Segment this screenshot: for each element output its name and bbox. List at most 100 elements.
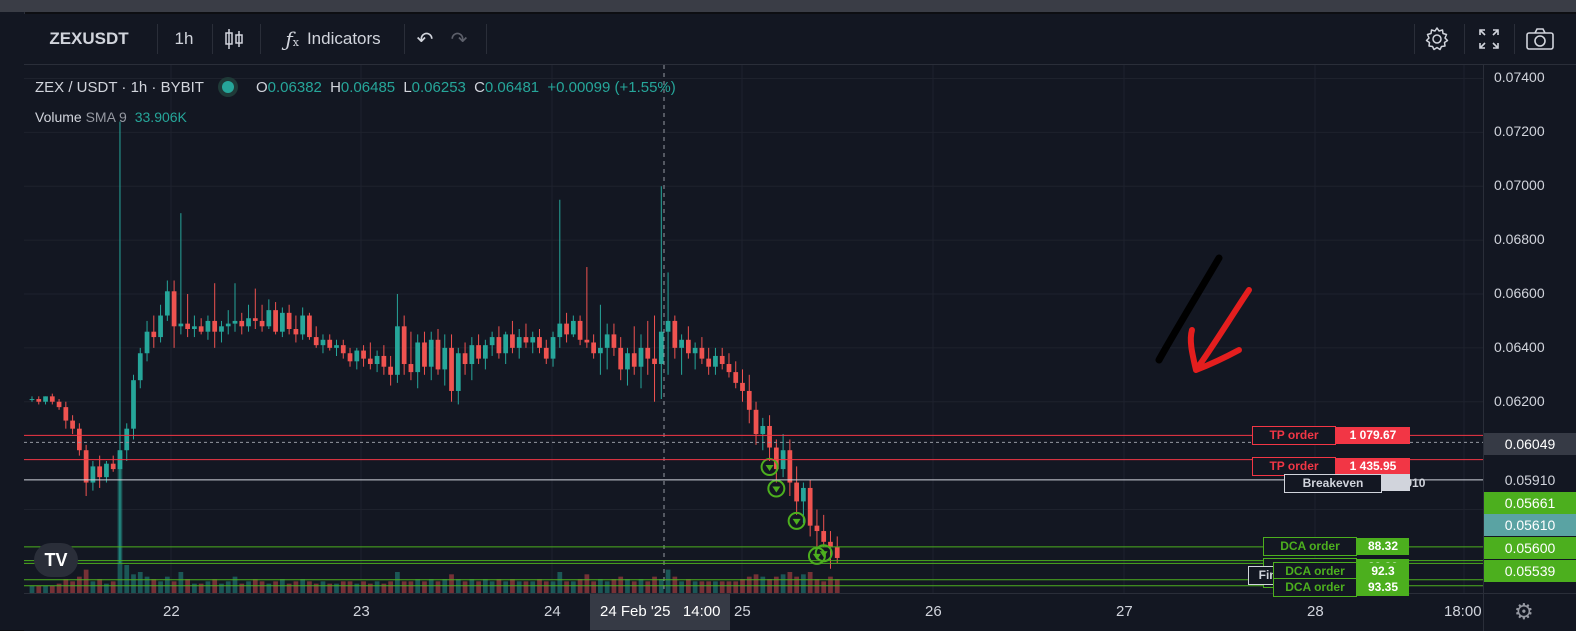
candle-body — [286, 312, 292, 329]
candle-body — [415, 342, 421, 373]
candle-body — [219, 326, 224, 332]
volume-bar — [713, 581, 718, 593]
candle-body — [90, 466, 96, 483]
volume-bar — [29, 586, 35, 593]
volume-bar — [591, 581, 597, 593]
candle-body — [598, 347, 603, 354]
divider — [1414, 24, 1415, 54]
low-value: 0.06253 — [411, 79, 466, 96]
settings-gear-icon[interactable]: ⚙ — [1514, 599, 1534, 624]
volume-bar — [327, 583, 333, 593]
crosshair-time-badge: 24 Feb '25 14:00 — [590, 594, 731, 630]
order-label[interactable]: TP order 1 435.95 — [1252, 456, 1410, 476]
candle-body — [266, 310, 272, 327]
fullscreen-icon[interactable] — [1470, 14, 1508, 64]
volume-bar — [631, 581, 637, 593]
order-value-text: 93.35 — [1357, 579, 1409, 596]
volume-bar — [435, 581, 441, 593]
volume-bar — [746, 576, 752, 593]
volume-bar — [801, 574, 806, 593]
candle-body — [43, 396, 48, 402]
candle-body — [171, 291, 177, 327]
candle-body — [706, 358, 712, 367]
candle-body — [760, 425, 766, 435]
candle-body — [374, 355, 380, 365]
volume-bar — [618, 576, 624, 593]
candle-body — [530, 337, 536, 343]
redo-icon[interactable]: ↷ — [450, 28, 468, 51]
candle-body — [320, 339, 326, 346]
time-axis[interactable]: 22 23 24 25 26 27 28 18:00 24 Feb '25 14:00 — [24, 593, 1483, 631]
volume-bar — [530, 581, 536, 593]
price-tick-label: 0.06800 — [1494, 231, 1545, 248]
candle-body — [300, 315, 306, 335]
undo-icon[interactable]: ↶ — [416, 28, 434, 51]
candle-body — [361, 350, 366, 359]
chart-canvas[interactable] — [24, 65, 1483, 593]
candle-body — [821, 531, 827, 542]
candle-body — [591, 342, 597, 354]
price-chart-pane[interactable]: ZEX / USDT · 1h · BYBIT O0.06382 H0.0648… — [24, 65, 1483, 593]
tradingview-logo[interactable]: TV — [34, 543, 78, 577]
camera-icon[interactable] — [1520, 14, 1560, 64]
axis-settings[interactable]: ⚙ — [1483, 593, 1576, 631]
volume-bar — [753, 574, 759, 593]
open-label: O — [256, 79, 268, 96]
candle-body — [665, 320, 671, 332]
candle-body — [462, 353, 468, 365]
candle-body — [29, 399, 35, 401]
order-label[interactable]: DCA order 92.3 — [1273, 562, 1409, 581]
volume-bar — [144, 576, 150, 593]
high-label: H — [330, 79, 341, 96]
volume-bar — [794, 576, 800, 593]
candle-body — [652, 358, 657, 365]
interval-button[interactable]: 1h — [160, 14, 208, 64]
indicators-button[interactable]: ƒx Indicators — [268, 14, 398, 64]
volume-bar — [395, 572, 400, 593]
price-tick-label: 0.07000 — [1494, 177, 1545, 194]
symbol-search-button[interactable]: ZEXUSDT — [24, 14, 154, 64]
candle-body — [192, 326, 197, 329]
volume-bar — [246, 581, 251, 593]
volume-bar — [564, 581, 569, 593]
candles-icon[interactable] — [216, 14, 252, 64]
time-tick-label: 26 — [925, 603, 942, 620]
red-arrow-annotation-icon — [1187, 287, 1252, 373]
volume-bar — [381, 583, 387, 593]
candle-body — [354, 350, 360, 362]
volume-bar — [171, 581, 177, 593]
order-label[interactable]: Breakeven0.05910 — [1284, 473, 1425, 493]
candle-body — [679, 339, 684, 348]
volume-bar — [489, 581, 495, 593]
volume-bar — [110, 581, 116, 593]
volume-bar — [523, 581, 529, 593]
volume-label: Volume — [35, 109, 82, 125]
buy-marker-arrow-icon — [792, 518, 801, 525]
volume-bar — [273, 581, 278, 593]
buy-marker-icon — [814, 544, 833, 563]
volume-bar — [570, 581, 576, 593]
volume-bar — [550, 581, 556, 593]
volume-bar — [828, 576, 833, 593]
order-label[interactable]: DCA order 88.32 — [1263, 536, 1409, 556]
order-label[interactable]: DCA order 93.35 — [1273, 578, 1409, 597]
candle-body — [503, 334, 509, 354]
volume-bar — [449, 574, 454, 593]
volume-bar — [388, 581, 394, 593]
order-label-text: DCA order — [1273, 578, 1357, 597]
volume-bar — [198, 583, 204, 593]
volume-bar — [205, 581, 211, 593]
gear-icon[interactable] — [1418, 14, 1456, 64]
candle-body — [834, 547, 840, 558]
candle-body — [340, 345, 346, 354]
candle-body — [814, 525, 820, 532]
order-label-text: Breakeven — [1284, 473, 1382, 493]
order-label[interactable]: TP order 1 079.67 — [1252, 426, 1410, 446]
volume-bar — [679, 581, 684, 593]
dca-price-badge: 0.05539 — [1484, 560, 1576, 582]
candle-body — [131, 380, 136, 429]
buy-marker-icon — [787, 511, 806, 530]
order-value-text: 1 435.95 — [1336, 457, 1410, 475]
volume-bar — [178, 572, 184, 593]
interval-label: 1h — [174, 29, 194, 48]
